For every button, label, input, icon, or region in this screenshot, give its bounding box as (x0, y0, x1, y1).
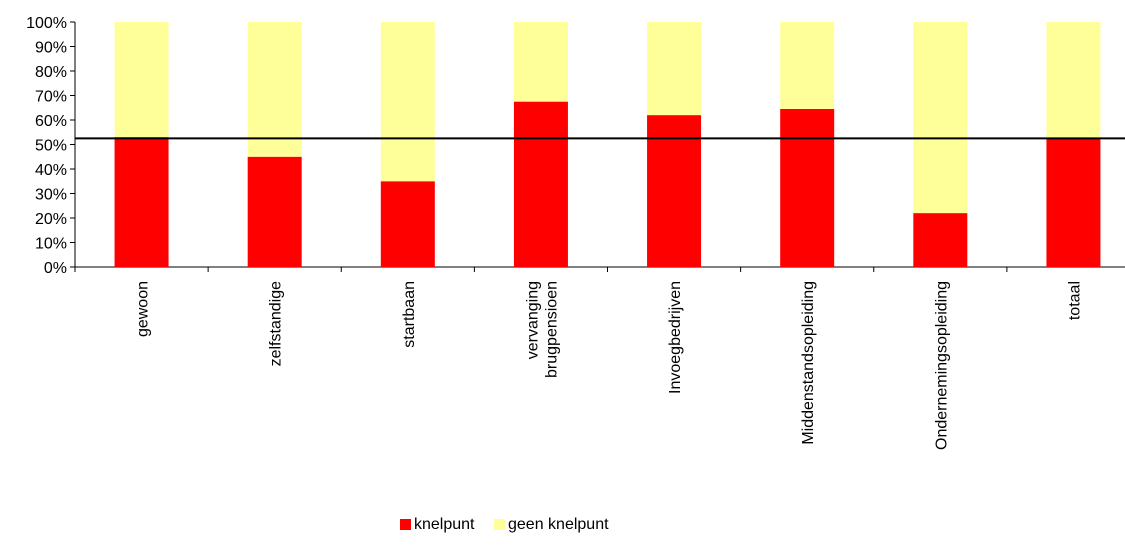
plot-area: 0% 10% 20% 30% 40% 50% 60% 70% 80% 90% 100% gewoon z… (26, 15, 1125, 450)
category-label-line: vervanging (524, 281, 541, 359)
bar-knelpunt (913, 213, 968, 267)
bar-knelpunt (780, 108, 835, 267)
category-label-line: zelfstandige (268, 281, 285, 366)
category-label: totaal (1066, 281, 1083, 320)
y-tick-label: 80% (35, 64, 67, 81)
y-tick-label: 40% (35, 162, 67, 179)
legend-swatch (494, 519, 505, 530)
bar-knelpunt (1046, 138, 1101, 267)
bar-geen-knelpunt (1046, 22, 1101, 139)
category-label-line: Invoegbedrijven (667, 281, 684, 394)
y-tick-label: 50% (35, 138, 67, 155)
category-label: Ondernemingsopleiding (933, 281, 950, 450)
category-label: Invoegbedrijven (667, 281, 684, 394)
bar-knelpunt (380, 181, 435, 267)
bar-knelpunt (647, 115, 702, 267)
y-tick-label: 20% (35, 211, 67, 228)
y-tick-label: 60% (35, 113, 67, 130)
bar-geen-knelpunt (913, 22, 968, 214)
y-tick-label: 30% (35, 187, 67, 204)
bar-knelpunt (247, 156, 302, 267)
legend-swatch (400, 519, 411, 530)
y-tick-label: 0% (44, 260, 67, 277)
bar-knelpunt (114, 137, 169, 267)
category-label-line: brugpensioen (543, 281, 560, 378)
bar-geen-knelpunt (513, 22, 568, 102)
y-tick-label: 70% (35, 89, 67, 106)
category-label-line: totaal (1066, 281, 1083, 320)
category-label-line: startbaan (401, 281, 418, 348)
y-tick-label: 100% (26, 15, 67, 32)
category-label-line: Middenstandsopleiding (800, 281, 817, 445)
bar-geen-knelpunt (647, 22, 702, 116)
category-label: vervanging brugpensioen (524, 281, 560, 378)
bar-geen-knelpunt (380, 22, 435, 182)
bar-geen-knelpunt (780, 22, 835, 109)
legend: knelpunt geen knelpunt (400, 516, 609, 533)
category-label-line: gewoon (135, 281, 152, 337)
category-label: startbaan (401, 281, 418, 348)
bar-knelpunt (513, 101, 568, 267)
category-label: Middenstandsopleiding (800, 281, 817, 445)
category-label: gewoon (135, 281, 152, 337)
y-tick-label: 90% (35, 40, 67, 57)
category-label: zelfstandige (268, 281, 285, 366)
category-label-line: Ondernemingsopleiding (933, 281, 950, 450)
bar-geen-knelpunt (114, 22, 169, 138)
legend-label: geen knelpunt (508, 516, 609, 533)
y-tick-label: 10% (35, 236, 67, 253)
legend-label: knelpunt (414, 516, 475, 533)
bar-geen-knelpunt (247, 22, 302, 157)
